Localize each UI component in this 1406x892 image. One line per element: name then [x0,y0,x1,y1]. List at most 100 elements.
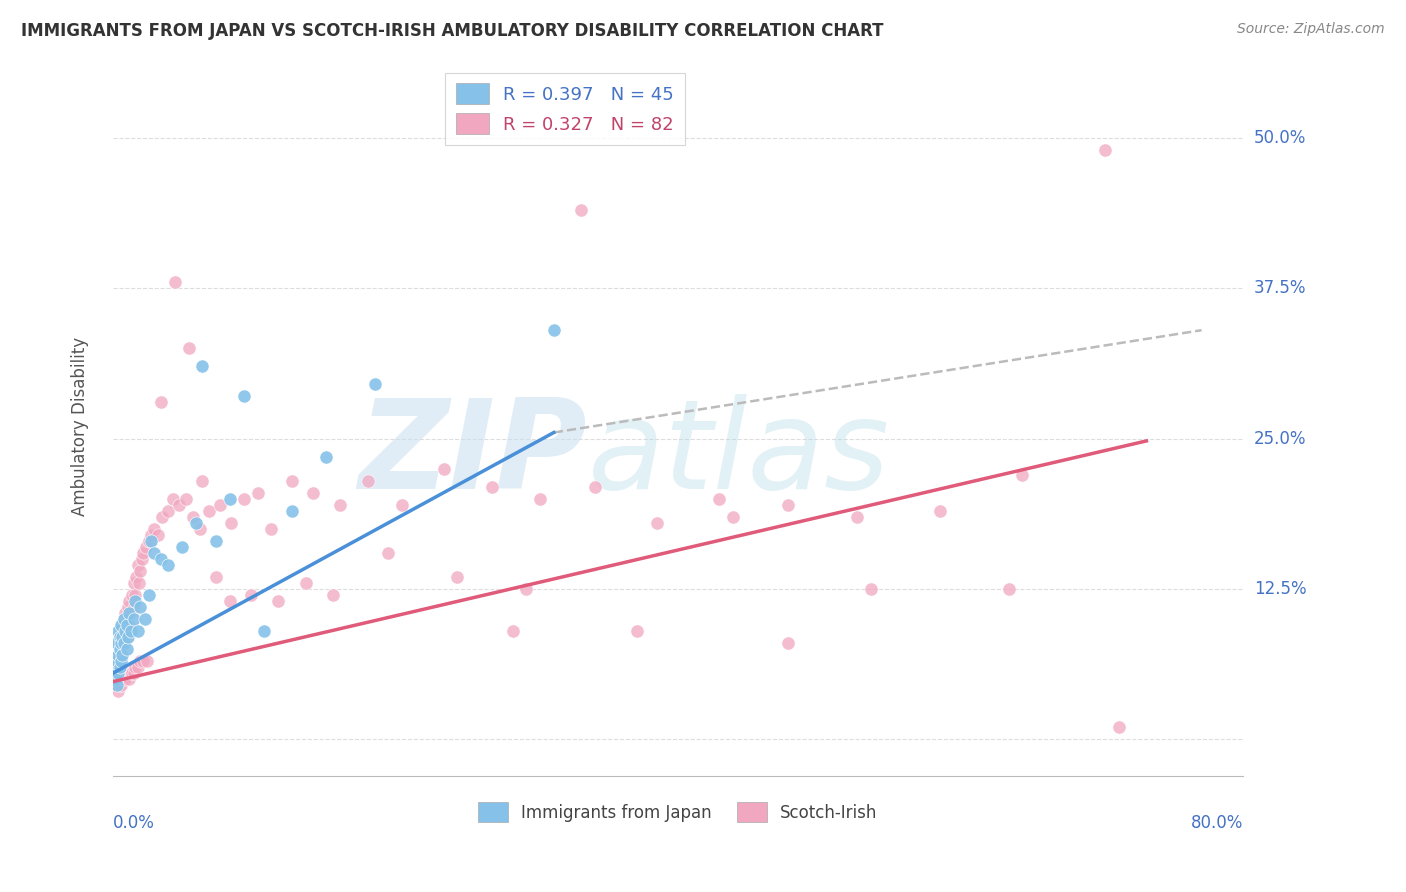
Point [363,377,385,392]
Point [111,630,134,644]
Point [117,630,139,644]
Point [143,546,166,560]
Text: ZIP: ZIP [359,394,588,515]
Point [281,504,304,518]
Text: IMMIGRANTS FROM JAPAN VS SCOTCH-IRISH AMBULATORY DISABILITY CORRELATION CHART: IMMIGRANTS FROM JAPAN VS SCOTCH-IRISH AM… [21,22,883,40]
Point [221,516,243,530]
Point [191,474,214,488]
Point [107,648,129,662]
Point [1108,720,1130,734]
Point [112,630,135,644]
Point [132,654,155,668]
Point [105,678,128,692]
Point [433,461,456,475]
Point [120,666,142,681]
Point [928,504,950,518]
Point [127,558,149,572]
Point [122,600,145,615]
Point [117,666,139,681]
Point [138,533,160,548]
Point [114,606,136,620]
Point [1011,467,1033,482]
Point [110,618,132,632]
Point [108,678,131,692]
Point [198,504,221,518]
Text: 0.0%: 0.0% [112,814,155,832]
Point [114,672,136,686]
Point [115,612,138,626]
Point [136,654,159,668]
Point [239,588,262,602]
Point [134,612,156,626]
Point [108,630,131,644]
Point [583,480,606,494]
Point [184,516,207,530]
Point [115,618,138,632]
Point [110,654,132,668]
Point [177,341,200,355]
Point [778,498,800,512]
Point [721,509,744,524]
Point [571,202,593,217]
Point [141,533,163,548]
Text: 37.5%: 37.5% [1254,279,1306,297]
Point [125,570,148,584]
Point [315,450,337,464]
Point [143,522,166,536]
Point [138,588,160,602]
Point [128,576,150,591]
Point [110,636,132,650]
Point [997,582,1019,596]
Point [232,389,254,403]
Point [110,678,132,692]
Point [150,552,173,566]
Point [377,546,399,560]
Point [205,570,228,584]
Point [626,624,648,638]
Point [105,636,128,650]
Point [141,528,163,542]
Text: 50.0%: 50.0% [1254,128,1306,146]
Point [110,648,132,662]
Text: atlas: atlas [588,394,890,515]
Point [232,491,254,506]
Point [148,528,170,542]
Point [104,672,127,686]
Point [502,624,524,638]
Point [107,624,129,638]
Point [515,582,537,596]
Point [118,618,141,632]
Point [156,504,179,518]
Point [129,600,152,615]
Point [645,516,668,530]
Point [120,606,142,620]
Point [108,630,131,644]
Point [124,660,146,674]
Point [188,522,211,536]
Point [112,672,135,686]
Y-axis label: Ambulatory Disability: Ambulatory Disability [72,337,89,516]
Point [104,660,127,674]
Point [529,491,551,506]
Point [108,642,131,657]
Point [127,624,149,638]
Point [209,498,232,512]
Text: 80.0%: 80.0% [1191,814,1243,832]
Point [105,678,128,692]
Point [132,546,155,560]
Point [329,498,352,512]
Point [105,660,128,674]
Point [121,588,143,602]
Point [859,582,882,596]
Point [117,618,139,632]
Point [156,558,179,572]
Point [115,642,138,657]
Point [111,648,134,662]
Point [446,570,468,584]
Point [122,576,145,591]
Point [112,612,135,626]
Point [115,666,138,681]
Point [301,485,323,500]
Point [120,624,142,638]
Point [108,642,131,657]
